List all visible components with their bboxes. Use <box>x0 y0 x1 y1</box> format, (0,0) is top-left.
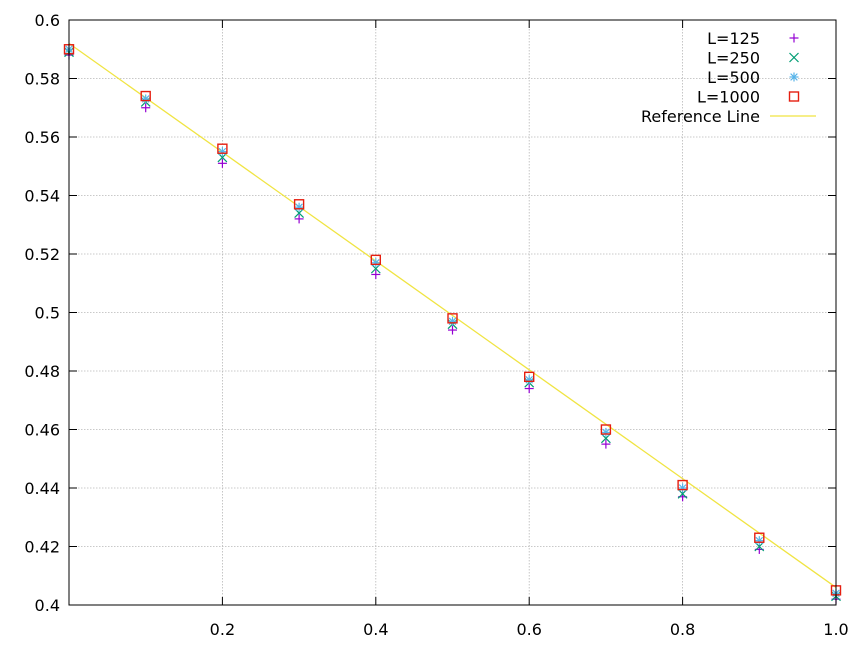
y-tick-label: 0.42 <box>24 538 60 557</box>
data-point <box>141 103 151 113</box>
y-tick-label: 0.6 <box>35 11 60 30</box>
legend-label: L=125 <box>707 29 760 48</box>
y-tick-label: 0.48 <box>24 362 60 381</box>
data-point <box>294 214 304 224</box>
data-point <box>524 375 534 385</box>
y-tick-label: 0.56 <box>24 128 60 147</box>
series-l-1000 <box>63 44 842 596</box>
legend-label: L=1000 <box>697 88 760 107</box>
legend-label: L=250 <box>707 49 760 68</box>
series-layer <box>63 44 842 604</box>
legend-entry: L=500 <box>707 68 799 87</box>
x-tick-label: 0.8 <box>670 620 695 639</box>
data-point <box>370 254 381 266</box>
data-point <box>677 479 688 491</box>
data-point <box>448 316 457 326</box>
y-tick-label: 0.52 <box>24 245 60 264</box>
data-point <box>294 202 304 212</box>
data-point <box>447 313 458 324</box>
y-tick-label: 0.54 <box>24 187 60 206</box>
x-tick-label: 0.6 <box>516 620 541 639</box>
axis-ticks: 0.4 0.42 0.44 0.46 0.48 0.5 0.52 0.54 0.56 0.58 0.… <box>24 11 848 639</box>
data-point <box>524 384 534 394</box>
data-point <box>600 424 612 435</box>
data-point <box>140 90 151 102</box>
y-tick-label: 0.5 <box>35 304 60 323</box>
x-tick-label: 0.4 <box>363 620 388 639</box>
data-point <box>754 532 765 543</box>
series-l-500 <box>64 44 841 598</box>
legend-label: L=500 <box>707 68 760 87</box>
data-point <box>754 536 764 546</box>
data-point <box>601 439 611 449</box>
y-tick-label: 0.58 <box>24 70 60 89</box>
legend-entry: L=125 <box>707 29 799 48</box>
y-tick-label: 0.46 <box>24 421 60 440</box>
data-point <box>678 483 688 493</box>
x-tick-label: 0.2 <box>210 620 235 639</box>
legend-swatch <box>789 72 799 82</box>
legend-entry: L=250 <box>707 49 799 68</box>
legend-swatch <box>789 33 799 43</box>
reference-line-layer <box>68 42 837 588</box>
legend-entry: L=1000 <box>697 88 800 107</box>
x-tick-label: 1.0 <box>823 620 848 639</box>
y-tick-label: 0.44 <box>24 479 60 498</box>
legend-swatch <box>788 91 800 102</box>
data-point <box>217 147 227 157</box>
data-point <box>293 199 305 210</box>
data-point <box>601 427 611 437</box>
legend-label: Reference Line <box>641 107 760 126</box>
data-point <box>448 325 457 335</box>
series-l-125 <box>64 50 841 604</box>
data-point <box>524 371 535 383</box>
y-tick-label: 0.4 <box>35 596 60 615</box>
data-point <box>217 143 228 154</box>
data-point <box>371 258 381 268</box>
legend-swatch <box>789 52 799 63</box>
data-point <box>217 158 227 168</box>
legend-entry: Reference Line <box>641 107 816 126</box>
data-point <box>141 94 151 104</box>
grid <box>69 20 836 605</box>
reference-line <box>68 42 837 588</box>
data-point <box>371 269 381 279</box>
